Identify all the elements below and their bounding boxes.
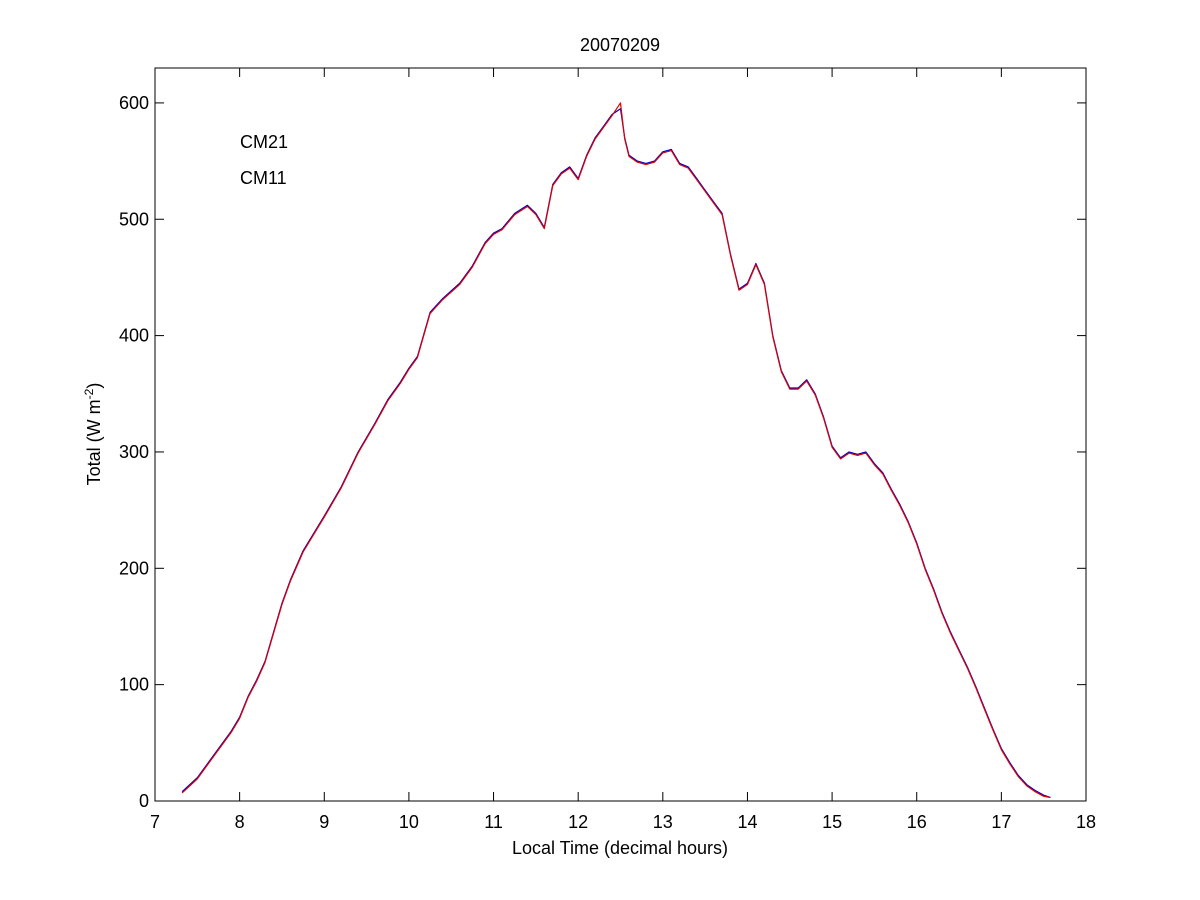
y-axis-label-suffix: ): [84, 383, 104, 389]
series-line-cm11: [181, 102, 1051, 799]
y-tick-label: 600: [119, 93, 149, 113]
x-tick-label: 13: [653, 812, 673, 832]
series-layer: [181, 102, 1051, 799]
x-tick-label: 17: [991, 812, 1011, 832]
x-tick-label: 15: [822, 812, 842, 832]
x-tick-label: 12: [568, 812, 588, 832]
y-axis-label-superscript: -2: [82, 388, 96, 399]
y-tick-label: 300: [119, 442, 149, 462]
x-tick-label: 11: [484, 812, 503, 832]
y-tick-label: 200: [119, 558, 149, 578]
chart-title: 20070209: [580, 35, 660, 55]
legend-entry-cm21: CM21: [240, 132, 288, 152]
x-tick-label: 10: [399, 812, 419, 832]
x-tick-label: 16: [907, 812, 927, 832]
y-tick-label: 500: [119, 209, 149, 229]
y-axis-label-prefix: Total (W m: [84, 399, 104, 485]
y-tick-label: 400: [119, 326, 149, 346]
x-tick-label: 8: [235, 812, 245, 832]
y-tick-label: 0: [139, 791, 149, 811]
y-axis-label: Total (W m-2): [82, 383, 104, 486]
x-tick-label: 9: [319, 812, 329, 832]
y-axis-ticks: 0 100 200 300 400 500 600: [119, 93, 1086, 811]
x-tick-label: 7: [150, 812, 160, 832]
x-tick-label: 14: [737, 812, 757, 832]
plot-area-frame: [154, 67, 1087, 802]
x-axis-label: Local Time (decimal hours): [512, 838, 728, 858]
x-tick-label: 18: [1076, 812, 1096, 832]
y-tick-label: 100: [119, 675, 149, 695]
legend-entry-cm11: CM11: [240, 168, 287, 188]
x-axis-ticks: 7 8 9 10 11 12 13 14 15 16 17 18: [150, 68, 1096, 832]
